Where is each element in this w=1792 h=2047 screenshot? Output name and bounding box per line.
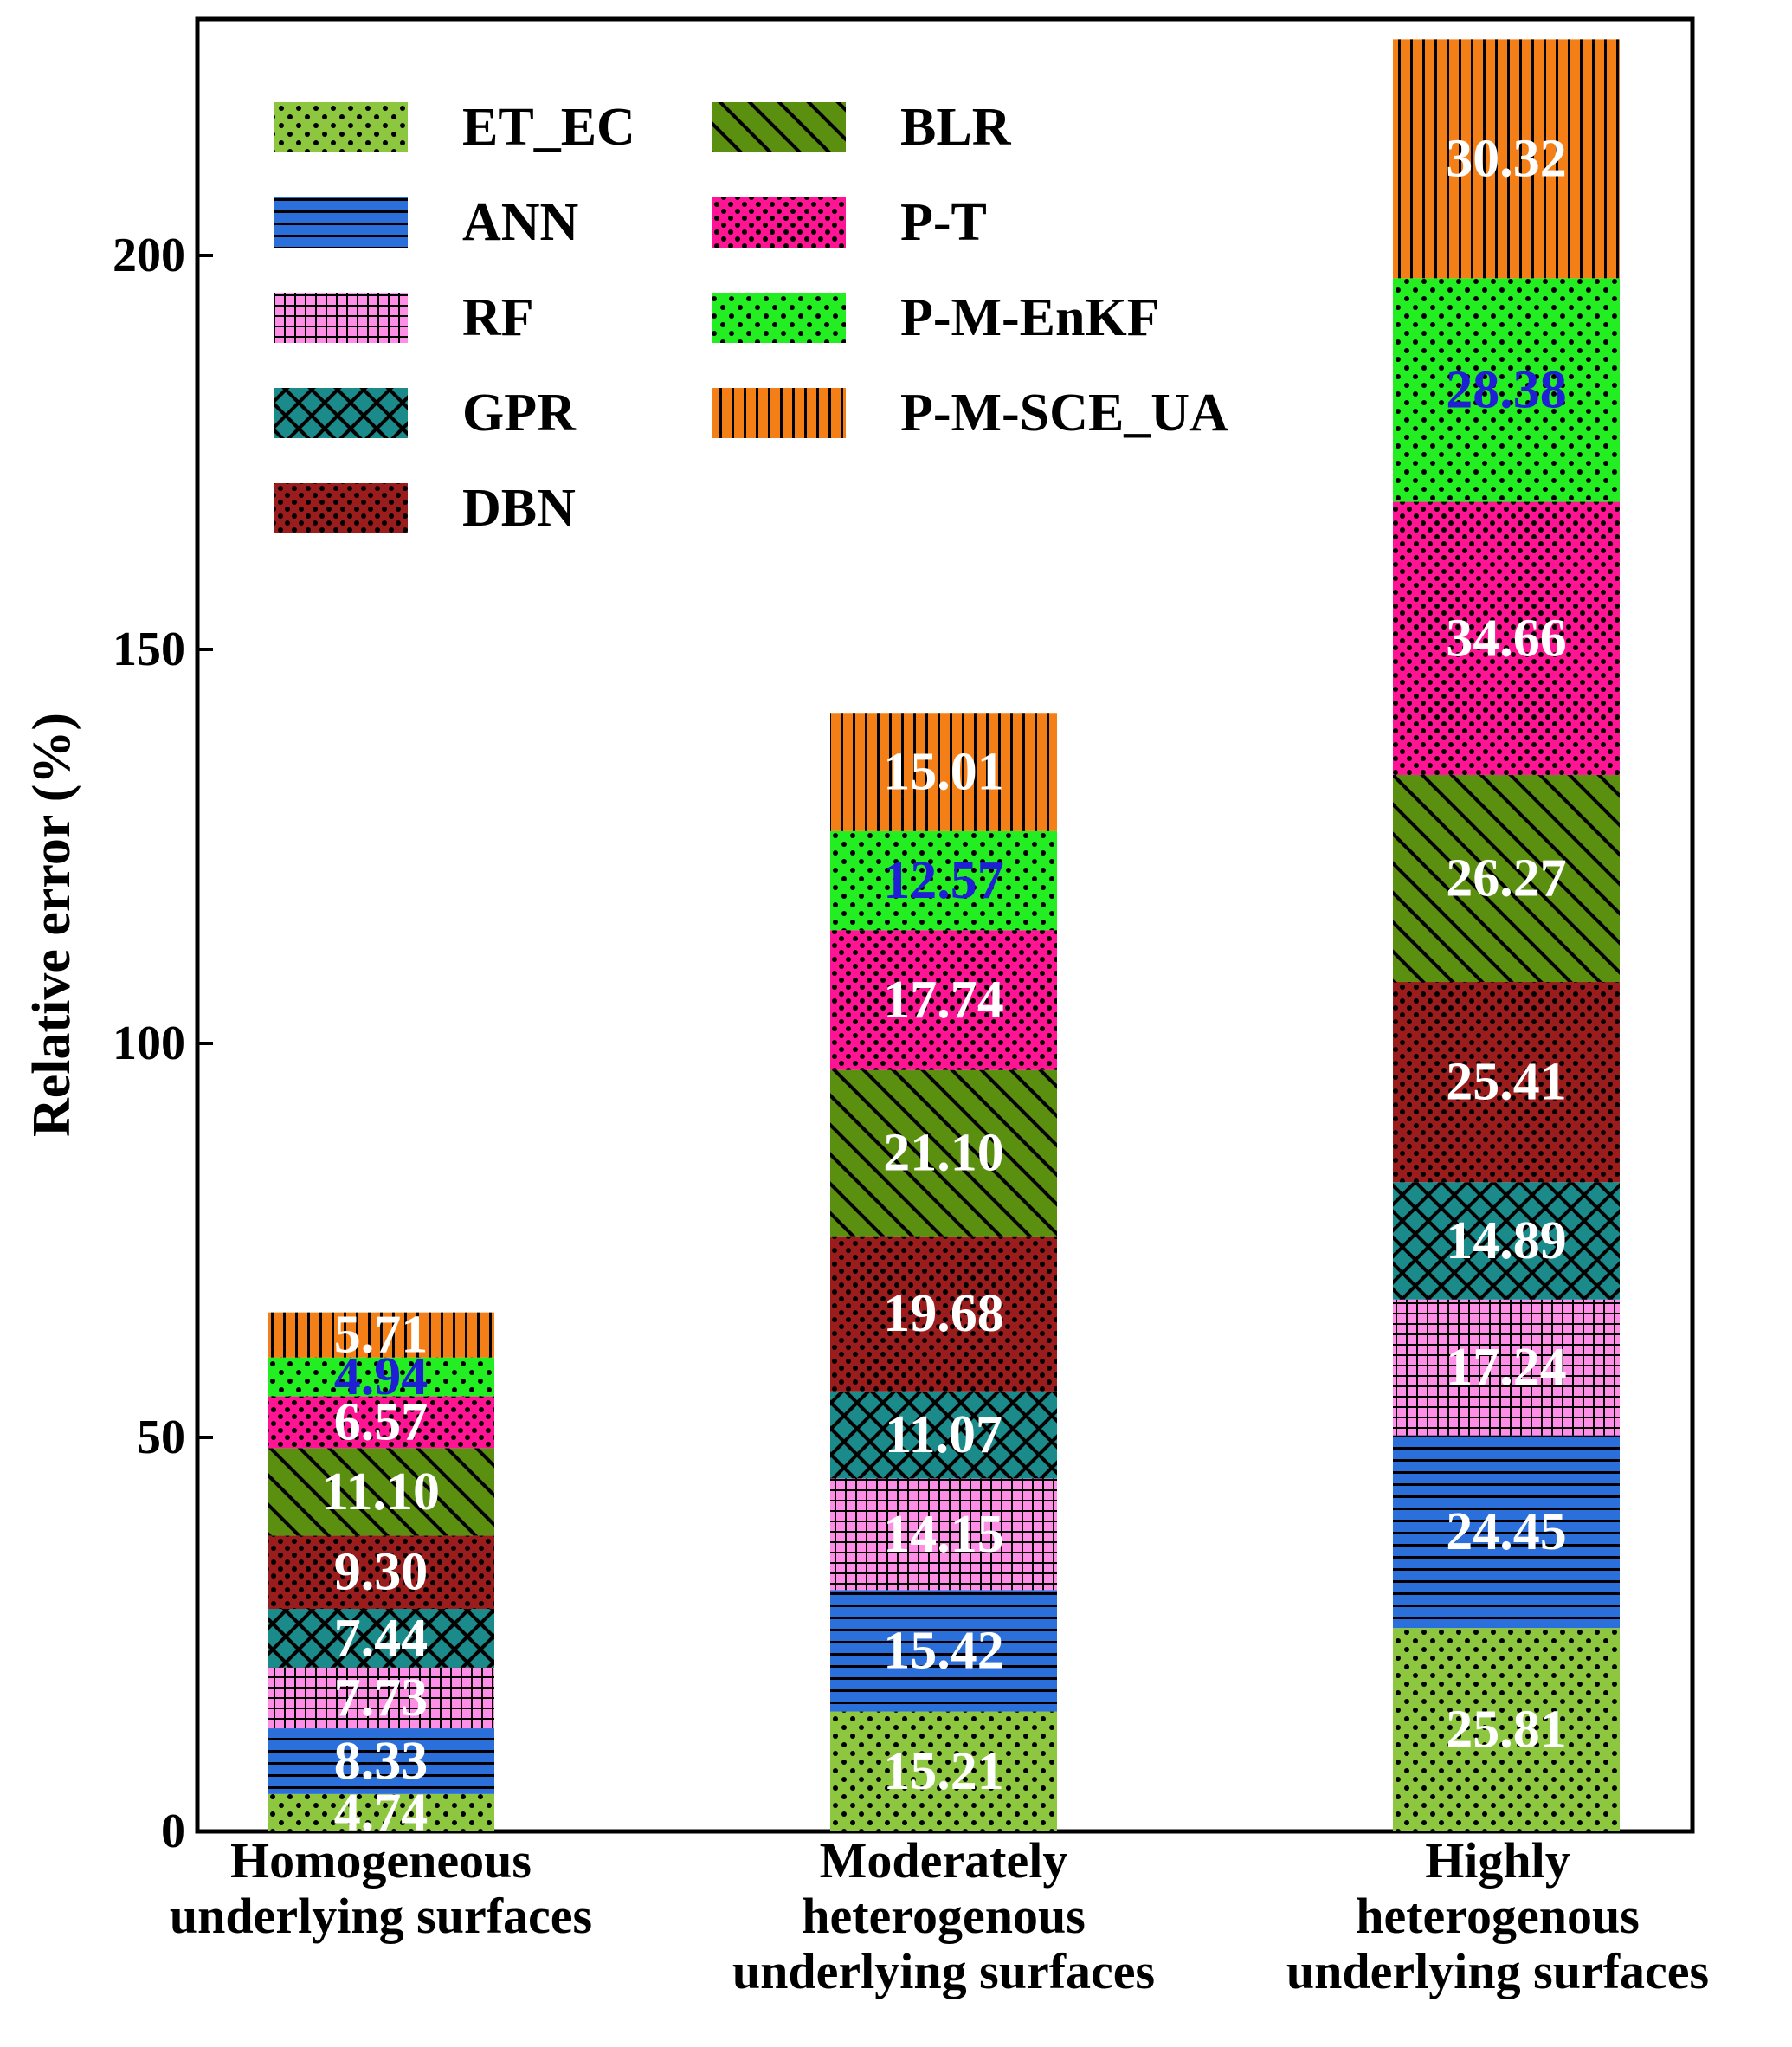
data-label-dbn-3: 25.41	[1446, 1053, 1567, 1112]
legend-label-p-m-sce-ua: P-M-SCE_UA	[900, 384, 1228, 442]
data-label-p-t-2: 17.74	[883, 971, 1004, 1030]
bar-gpr-3	[1393, 1182, 1620, 1300]
data-label-p-m-enkf-3: 28.38	[1446, 360, 1567, 419]
legend-item-gpr: GPR	[274, 384, 577, 442]
bar-et-ec-2	[830, 1711, 1057, 1831]
data-label-p-t-3: 34.66	[1446, 609, 1567, 668]
y-tick-label: 150	[113, 623, 185, 676]
data-label-rf-3: 17.24	[1446, 1338, 1567, 1397]
legend-item-p-m-enkf: P-M-EnKF	[712, 288, 1160, 347]
legend-swatch-p-m-enkf	[712, 293, 846, 343]
bar-dbn-3	[1393, 982, 1620, 1183]
bar-blr-2	[830, 1069, 1057, 1237]
data-label-p-m-sce-ua-2: 15.01	[883, 743, 1004, 802]
x-category-label-3: Highly heterogenous underlying surfaces	[1286, 1832, 1709, 1999]
legend-label-et-ec: ET_EC	[462, 98, 635, 157]
bar-p-t-3	[1393, 501, 1620, 775]
legend-swatch-p-t	[712, 197, 846, 248]
data-label-ann-2: 15.42	[883, 1621, 1004, 1680]
bar-gpr-1	[268, 1609, 494, 1668]
data-label-p-t-1: 6.57	[334, 1392, 429, 1451]
bar-p-t-1	[268, 1396, 494, 1449]
bar-p-m-enkf-1	[268, 1357, 494, 1397]
y-tick-label: 50	[137, 1411, 185, 1464]
legend-swatch-ann	[274, 197, 408, 248]
legend-label-p-t: P-T	[900, 193, 987, 252]
legend-swatch-dbn	[274, 483, 408, 533]
data-label-gpr-2: 11.07	[885, 1405, 1002, 1464]
data-label-rf-2: 14.15	[883, 1505, 1004, 1564]
legend-swatch-blr	[712, 102, 846, 152]
data-label-p-m-sce-ua-3: 30.32	[1446, 129, 1567, 188]
bar-rf-3	[1393, 1299, 1620, 1436]
bar-ann-2	[830, 1590, 1057, 1712]
bar-blr-1	[268, 1448, 494, 1536]
bar-p-t-2	[830, 930, 1057, 1070]
legend-item-p-m-sce-ua: P-M-SCE_UA	[712, 384, 1228, 442]
legend-label-ann: ANN	[462, 193, 578, 252]
data-label-blr-3: 26.27	[1446, 849, 1567, 907]
legend-label-rf: RF	[462, 288, 534, 347]
legend-swatch-gpr	[274, 388, 408, 438]
bar-gpr-2	[830, 1391, 1057, 1479]
data-label-dbn-2: 19.68	[883, 1284, 1004, 1343]
x-category-label-1: Homogeneous underlying surfaces	[170, 1832, 592, 1944]
y-tick-label: 100	[113, 1017, 185, 1070]
data-label-gpr-3: 14.89	[1446, 1211, 1567, 1270]
data-label-rf-1: 7.73	[334, 1669, 429, 1727]
y-tick-label: 200	[113, 229, 185, 282]
legend-item-ann: ANN	[274, 193, 578, 252]
bar-dbn-1	[268, 1535, 494, 1610]
legend-label-p-m-enkf: P-M-EnKF	[900, 288, 1160, 347]
data-label-gpr-1: 7.44	[334, 1609, 429, 1668]
legend-label-gpr: GPR	[462, 384, 577, 442]
bar-rf-2	[830, 1478, 1057, 1591]
data-label-et-ec-3: 25.81	[1446, 1701, 1567, 1760]
data-label-p-m-sce-ua-1: 5.71	[334, 1306, 429, 1365]
bar-p-m-sce-ua-3	[1393, 39, 1620, 279]
bar-et-ec-3	[1393, 1628, 1620, 1831]
legend-item-dbn: DBN	[274, 479, 576, 538]
legend-item-p-t: P-T	[712, 193, 987, 252]
data-label-et-ec-2: 15.21	[883, 1742, 1004, 1801]
legend-label-blr: BLR	[900, 98, 1012, 157]
bar-rf-1	[268, 1667, 494, 1729]
x-category-label-2: Moderately heterogenous underlying surface…	[732, 1832, 1155, 1999]
data-label-ann-1: 8.33	[334, 1732, 429, 1791]
legend-item-blr: BLR	[712, 98, 1012, 157]
bar-dbn-2	[830, 1236, 1057, 1392]
data-label-blr-2: 21.10	[883, 1124, 1004, 1183]
bar-et-ec-1	[268, 1793, 494, 1831]
data-label-et-ec-1: 4.74	[334, 1783, 429, 1842]
bar-p-m-sce-ua-1	[268, 1312, 494, 1358]
bar-blr-3	[1393, 774, 1620, 983]
data-label-blr-1: 11.10	[322, 1463, 440, 1521]
legend-swatch-rf	[274, 293, 408, 343]
bar-p-m-enkf-3	[1393, 278, 1620, 502]
legend-item-rf: RF	[274, 288, 534, 347]
bar-ann-3	[1393, 1435, 1620, 1629]
legend-item-et-ec: ET_EC	[274, 98, 635, 157]
bar-ann-1	[268, 1728, 494, 1794]
data-label-dbn-1: 9.30	[334, 1543, 429, 1602]
legend-label-dbn: DBN	[462, 479, 576, 538]
legend-swatch-p-m-sce-ua	[712, 388, 846, 438]
y-axis-title: Relative error (%)	[23, 713, 81, 1137]
bar-p-m-sce-ua-2	[830, 713, 1057, 831]
bar-p-m-enkf-2	[830, 830, 1057, 931]
legend-swatch-et-ec	[274, 102, 408, 152]
y-tick-label: 0	[161, 1805, 185, 1858]
data-label-p-m-enkf-1: 4.94	[334, 1347, 429, 1406]
data-label-p-m-enkf-2: 12.57	[883, 851, 1004, 910]
data-label-ann-3: 24.45	[1446, 1502, 1567, 1561]
